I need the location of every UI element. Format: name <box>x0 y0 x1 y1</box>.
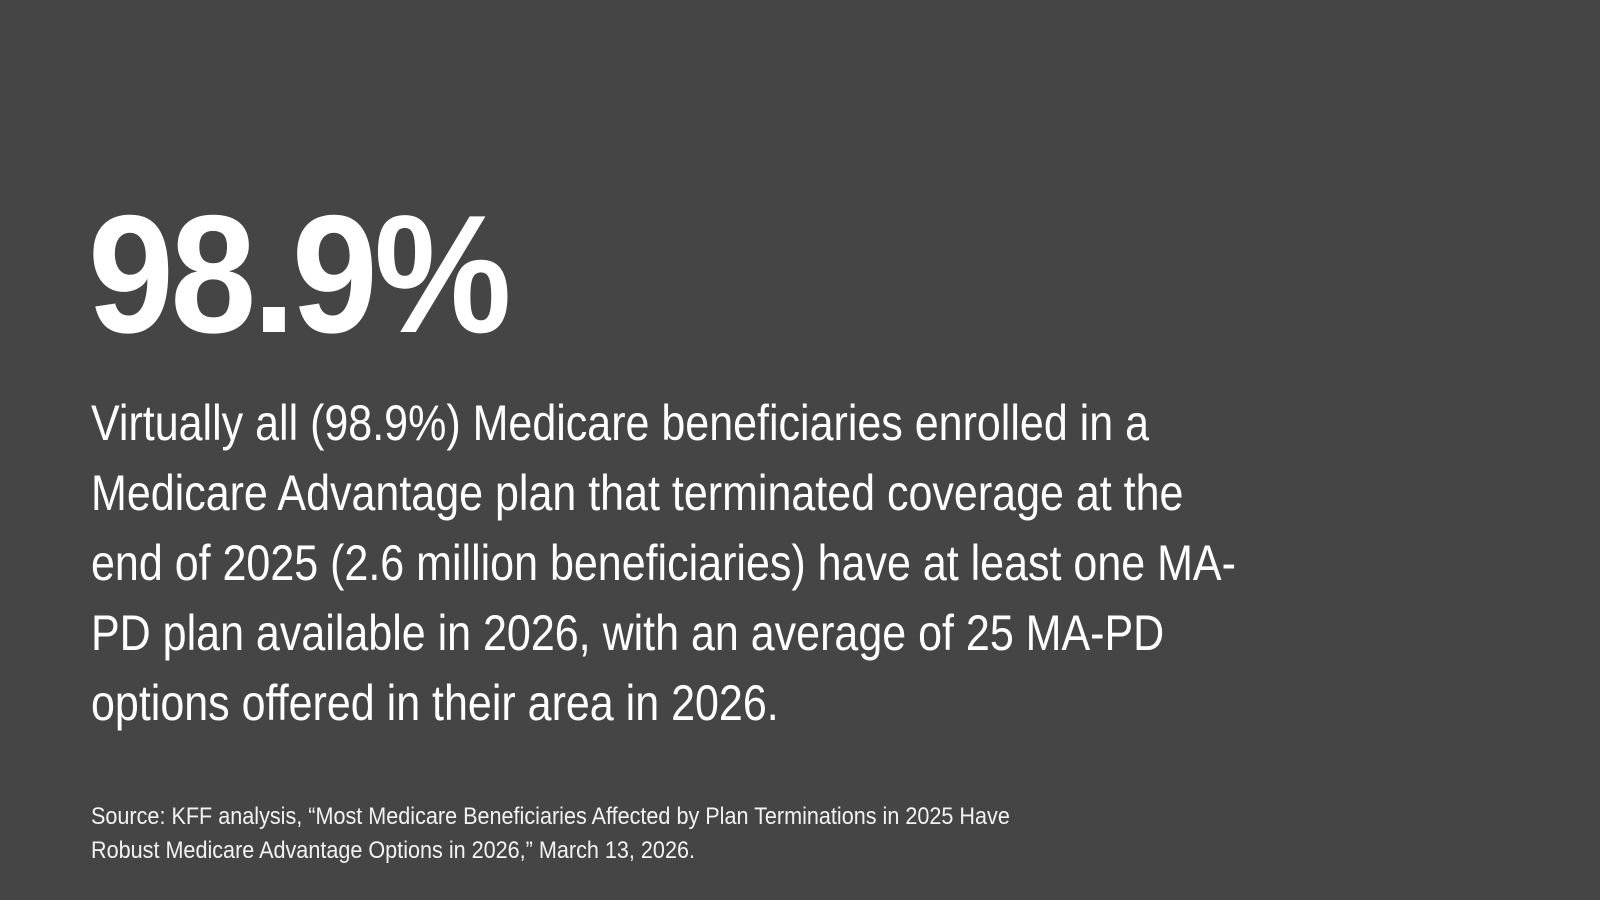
source-line: Robust Medicare Advantage Options in 202… <box>91 837 695 864</box>
source-citation: Source: KFF analysis, “Most Medicare Ben… <box>91 800 1112 868</box>
body-line: end of 2025 (2.6 million beneficiaries) … <box>91 535 1236 591</box>
body-text: Virtually all (98.9%) Medicare beneficia… <box>91 388 1422 738</box>
body-line: Medicare Advantage plan that terminated … <box>91 465 1184 521</box>
body-line: Virtually all (98.9%) Medicare beneficia… <box>91 395 1150 451</box>
headline-stat: 98.9% <box>88 180 512 368</box>
source-line: Source: KFF analysis, “Most Medicare Ben… <box>91 803 1010 830</box>
body-line: options offered in their area in 2026. <box>91 675 779 731</box>
body-line: PD plan available in 2026, with an avera… <box>91 605 1165 661</box>
